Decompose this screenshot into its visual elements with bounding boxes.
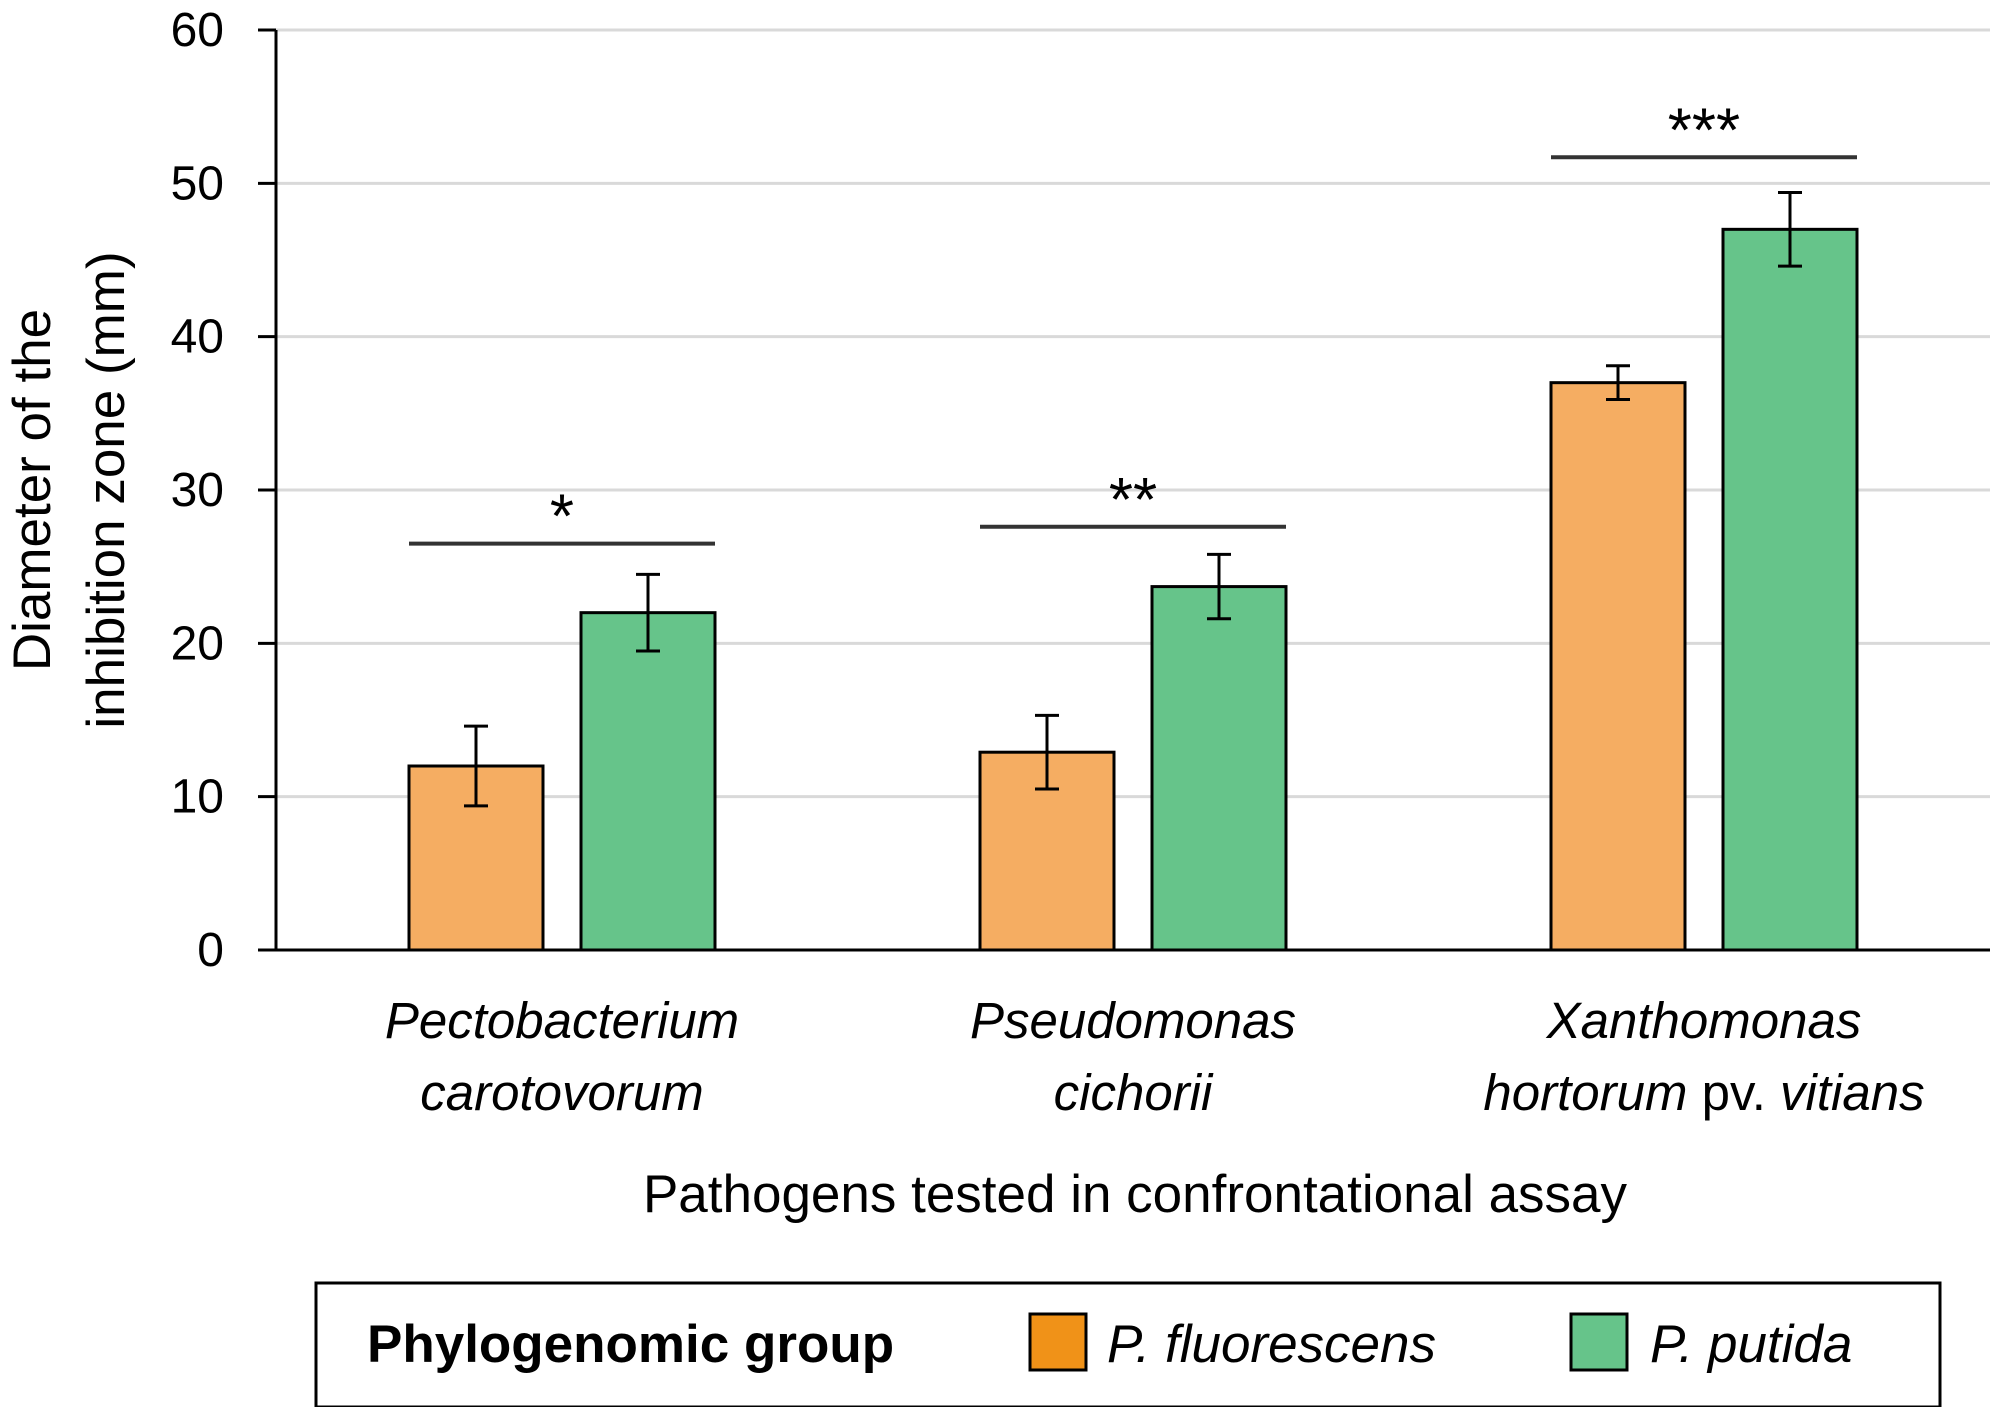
y-tick-label: 20 xyxy=(171,617,224,670)
x-axis-title: Pathogens tested in confrontational assa… xyxy=(643,1165,1628,1224)
y-axis-title: Diameter of the inhibition zone (mm) xyxy=(3,251,136,728)
legend-label-putida: P. putida xyxy=(1650,1315,1852,1374)
legend: Phylogenomic group P. fluorescens P. putid… xyxy=(314,1281,1942,1407)
bar-putida-1 xyxy=(579,611,717,952)
bar-putida-2 xyxy=(1150,585,1288,952)
gridlines xyxy=(276,28,1990,799)
legend-box xyxy=(314,1281,1942,1407)
bar-fluorescens-3 xyxy=(1549,381,1687,952)
legend-swatch-fluorescens xyxy=(1028,1312,1088,1372)
x-tick-label: hortorum pv. vitians xyxy=(1483,1064,1924,1121)
y-tick-label: 30 xyxy=(171,464,224,517)
y-tick-label: 0 xyxy=(197,924,224,977)
legend-title: Phylogenomic group xyxy=(367,1315,894,1374)
x-tick-label: Pseudomonas xyxy=(970,992,1296,1049)
significance-label: *** xyxy=(1668,96,1740,165)
y-tick-label: 60 xyxy=(171,4,224,57)
y-tick-label: 40 xyxy=(171,311,224,364)
y-tick-label: 50 xyxy=(171,157,224,210)
legend-label-fluorescens: P. fluorescens xyxy=(1107,1315,1436,1374)
bars xyxy=(407,191,1859,952)
significance-label: ** xyxy=(1109,466,1157,535)
significance-label: * xyxy=(550,483,574,552)
axes xyxy=(258,28,1990,952)
x-tick-label: carotovorum xyxy=(420,1064,703,1121)
y-tick-label: 10 xyxy=(171,771,224,824)
x-tick-label: Xanthomonas xyxy=(1546,992,1862,1049)
legend-swatch-putida xyxy=(1569,1312,1629,1372)
bar-putida-3 xyxy=(1721,227,1859,952)
x-tick-label: cichorii xyxy=(1054,1064,1214,1121)
x-tick-label: Pectobacterium xyxy=(385,992,739,1049)
